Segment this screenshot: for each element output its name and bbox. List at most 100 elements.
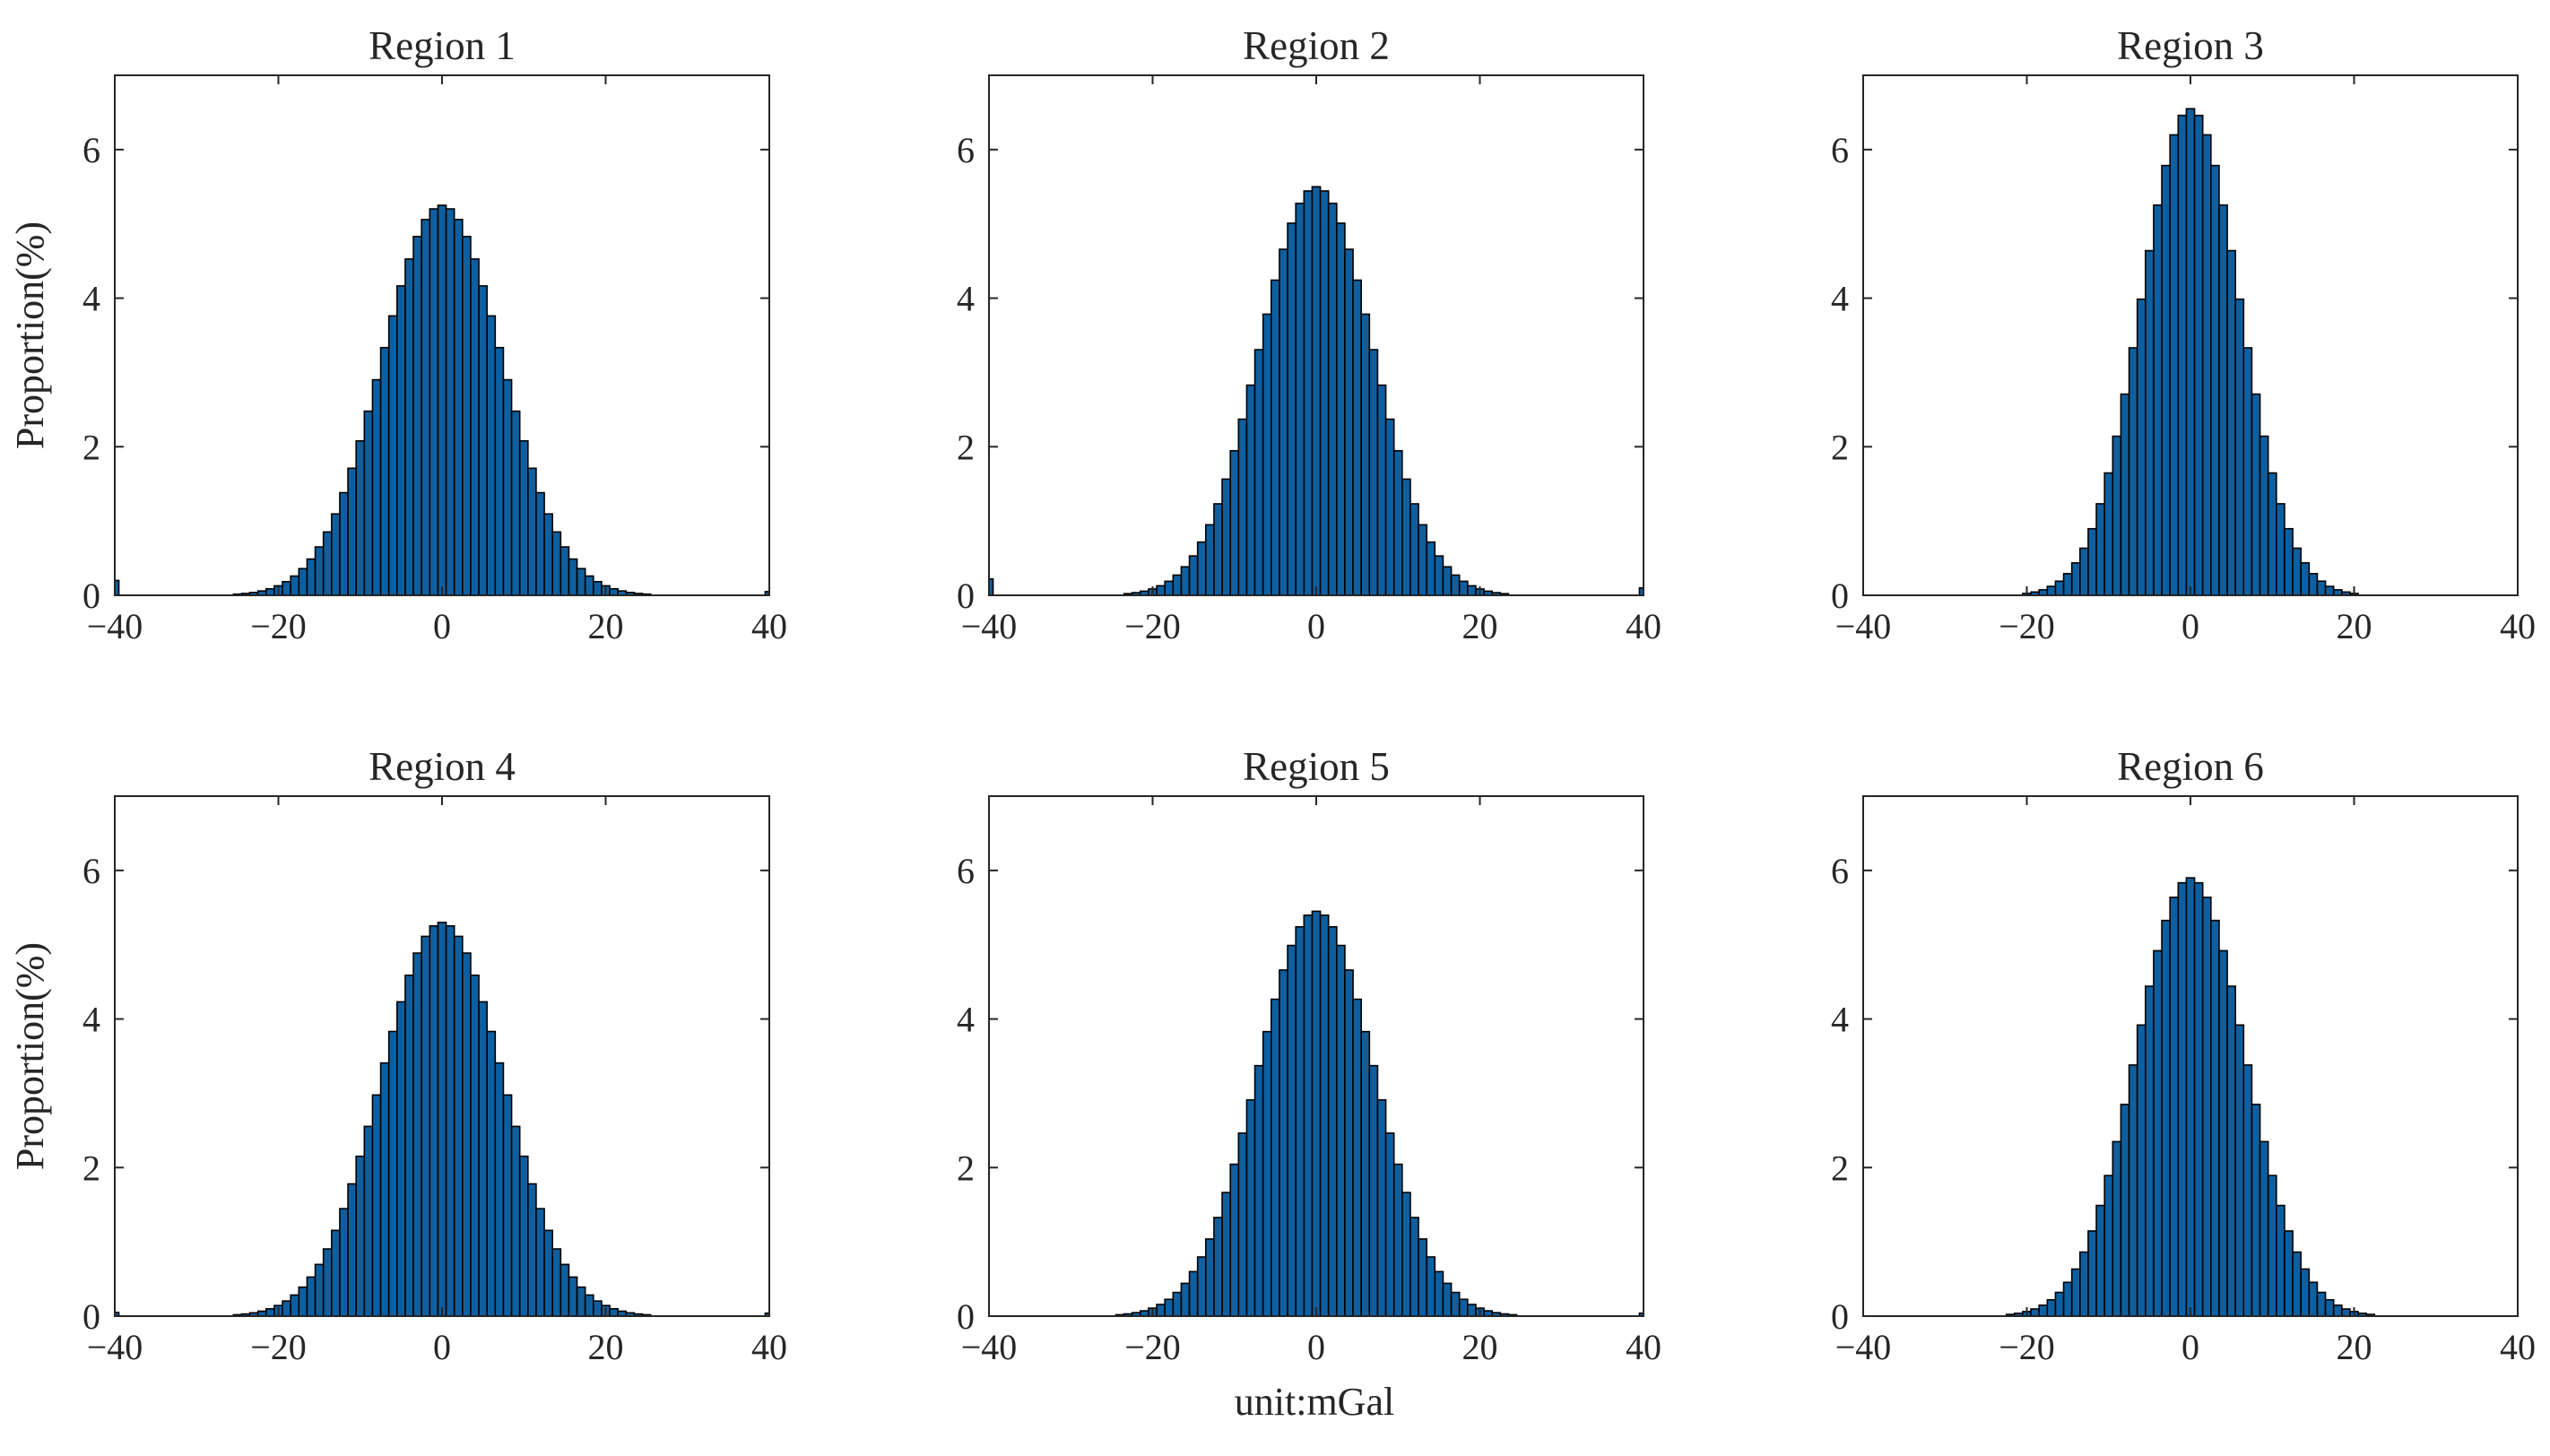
histogram-bar xyxy=(1344,248,1354,596)
histogram-bar xyxy=(347,1183,357,1317)
histogram-bar xyxy=(1434,555,1444,596)
histogram-bar xyxy=(527,467,537,596)
y-tick-label: 4 xyxy=(1831,279,1849,319)
histogram-bar xyxy=(1401,478,1411,596)
histogram-bar xyxy=(510,1125,521,1317)
y-tick-label: 4 xyxy=(82,279,100,319)
histogram-bar xyxy=(1253,1064,1264,1317)
x-tick-label: 0 xyxy=(1307,1327,1325,1367)
histogram-bar xyxy=(2169,897,2180,1317)
histogram-bar xyxy=(1271,998,1280,1317)
x-tick-label: −20 xyxy=(1124,1327,1181,1367)
histogram-bar xyxy=(2120,393,2130,596)
y-tick-label: 2 xyxy=(82,427,100,467)
histogram-bar xyxy=(2079,1251,2089,1317)
histogram-bar xyxy=(2292,1251,2302,1317)
histogram-bar xyxy=(559,546,570,596)
histogram-bar xyxy=(2120,1104,2130,1317)
x-tick-label: −40 xyxy=(1835,1327,1892,1367)
histogram-bar xyxy=(478,1001,488,1317)
panel-region-6: −40 −20 0 20 40 0 2 4 6 Region 6 xyxy=(1831,744,2536,1367)
histogram-bar xyxy=(535,491,545,596)
histogram-bar xyxy=(314,1263,325,1317)
histogram-bar xyxy=(576,568,586,596)
histogram-bar xyxy=(2218,949,2228,1317)
histogram-bar xyxy=(1188,555,1199,596)
histogram-bar xyxy=(1156,1304,1166,1317)
histogram-bar xyxy=(1196,541,1207,596)
y-tick-label: 6 xyxy=(82,851,100,891)
y-tick-label: 2 xyxy=(82,1148,100,1188)
histogram-bar xyxy=(2161,919,2171,1317)
histogram-bar xyxy=(1229,449,1240,596)
histogram-bar xyxy=(387,315,398,596)
x-tick-label: 40 xyxy=(1626,1327,1661,1367)
histogram-bar xyxy=(1336,222,1346,596)
histogram-bar xyxy=(1434,1270,1444,1317)
histogram-bar xyxy=(2284,527,2294,596)
histogram-bar xyxy=(559,1263,570,1317)
histogram-bar xyxy=(2259,435,2269,596)
y-tick-label: 4 xyxy=(1831,1000,1849,1040)
histogram-bar xyxy=(1327,925,1338,1317)
histogram-bar xyxy=(2046,1299,2057,1317)
y-tick-label: 0 xyxy=(1831,1296,1849,1337)
histogram-bar xyxy=(453,935,464,1317)
histogram-bar xyxy=(1319,914,1330,1317)
histogram-bar xyxy=(1172,1291,1183,1317)
histogram-bar xyxy=(437,922,447,1317)
histogram-bar xyxy=(1311,186,1322,596)
histogram-bar xyxy=(355,439,366,596)
histogram-bar xyxy=(1245,384,1256,596)
histogram-bar xyxy=(437,204,447,596)
panel-region-2: −40 −20 0 20 40 0 2 4 6 Region 2 xyxy=(957,23,1661,646)
histogram-bar xyxy=(2201,897,2212,1317)
y-tick-label: 2 xyxy=(957,1148,975,1188)
histogram-bar xyxy=(2145,249,2155,596)
histogram-bar xyxy=(1213,503,1223,596)
histogram-bar xyxy=(1467,1304,1477,1317)
histogram-bar xyxy=(1336,944,1346,1317)
histogram-bar xyxy=(282,1300,291,1317)
histogram-bar xyxy=(1188,1270,1199,1317)
histogram-bar xyxy=(322,1248,333,1317)
histogram-bar xyxy=(290,575,300,596)
histogram-bar xyxy=(1450,574,1461,596)
histogram-bar xyxy=(2276,503,2285,596)
histogram-bar xyxy=(2267,472,2277,596)
histogram-bar xyxy=(1401,1192,1411,1317)
histogram-bar xyxy=(543,513,553,596)
y-tick-label: 6 xyxy=(957,130,975,170)
histogram-bar xyxy=(2185,108,2196,596)
histogram-bar xyxy=(527,1183,537,1317)
histogram-bar xyxy=(486,315,497,596)
histogram-bar xyxy=(584,575,594,596)
histogram-bar xyxy=(2308,1281,2319,1317)
histogram-bar xyxy=(2185,877,2196,1317)
histogram-bar xyxy=(1409,503,1419,596)
histogram-bar xyxy=(298,568,308,596)
histogram-bar xyxy=(551,531,562,596)
histogram-bar xyxy=(2251,393,2261,596)
histogram-bar xyxy=(1164,580,1175,596)
histogram-bar xyxy=(396,285,406,596)
x-tick-label: −40 xyxy=(1835,606,1892,646)
histogram-bar xyxy=(2226,985,2236,1317)
histogram-bar xyxy=(1213,1217,1223,1317)
histogram-bar xyxy=(2292,547,2302,596)
panel-region-4: −40 −20 0 20 40 0 2 4 6 Region 4 Proportion(%) xyxy=(8,744,787,1367)
x-tick-label: 40 xyxy=(751,1327,787,1367)
histogram-bar xyxy=(2128,1064,2138,1317)
histogram-bar xyxy=(2234,1024,2245,1317)
histogram-bar xyxy=(1442,1282,1453,1317)
histogram-bar xyxy=(347,467,357,596)
histogram-bar xyxy=(486,1030,497,1317)
y-axis-label: Proportion(%) xyxy=(8,942,52,1170)
histogram-bar xyxy=(2259,1140,2269,1317)
histogram-bar xyxy=(1418,524,1427,596)
histogram-bar xyxy=(2341,1308,2351,1317)
y-tick-label: 4 xyxy=(957,279,975,319)
histogram-bar xyxy=(609,587,619,596)
